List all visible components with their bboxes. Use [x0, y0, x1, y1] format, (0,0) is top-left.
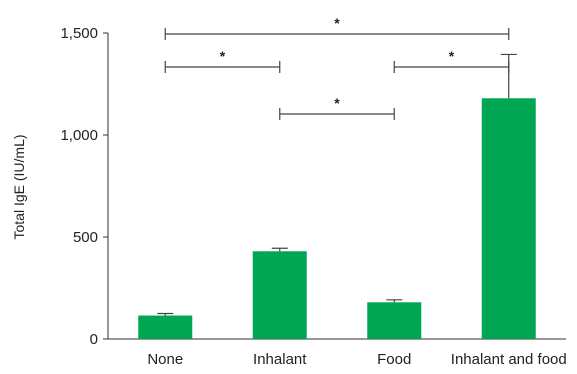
- bar: [481, 98, 536, 339]
- significance-star: *: [220, 48, 226, 64]
- y-axis-title: Total IgE (IU/mL): [11, 134, 27, 239]
- y-tick-label: 0: [90, 331, 98, 348]
- y-tick-label: 500: [73, 229, 98, 246]
- category-label: Inhalant and food: [451, 351, 567, 368]
- category-labels: None Inhalant Food Inhalant and food: [147, 351, 566, 368]
- category-label: Food: [377, 351, 411, 368]
- significance-star: *: [334, 95, 340, 111]
- significance-star: *: [334, 15, 340, 31]
- significance-star: *: [449, 48, 455, 64]
- bars: [138, 98, 536, 339]
- category-label: None: [147, 351, 183, 368]
- bar: [367, 302, 422, 339]
- category-label: Inhalant: [253, 351, 307, 368]
- y-tick-label: 1,000: [60, 127, 98, 144]
- bar: [138, 315, 193, 339]
- bar: [252, 251, 307, 339]
- significance-brackets: * * * *: [164, 15, 510, 120]
- y-ticks: 0 500 1,000 1,500: [60, 25, 108, 348]
- y-tick-label: 1,500: [60, 25, 98, 42]
- error-bars: [157, 53, 517, 316]
